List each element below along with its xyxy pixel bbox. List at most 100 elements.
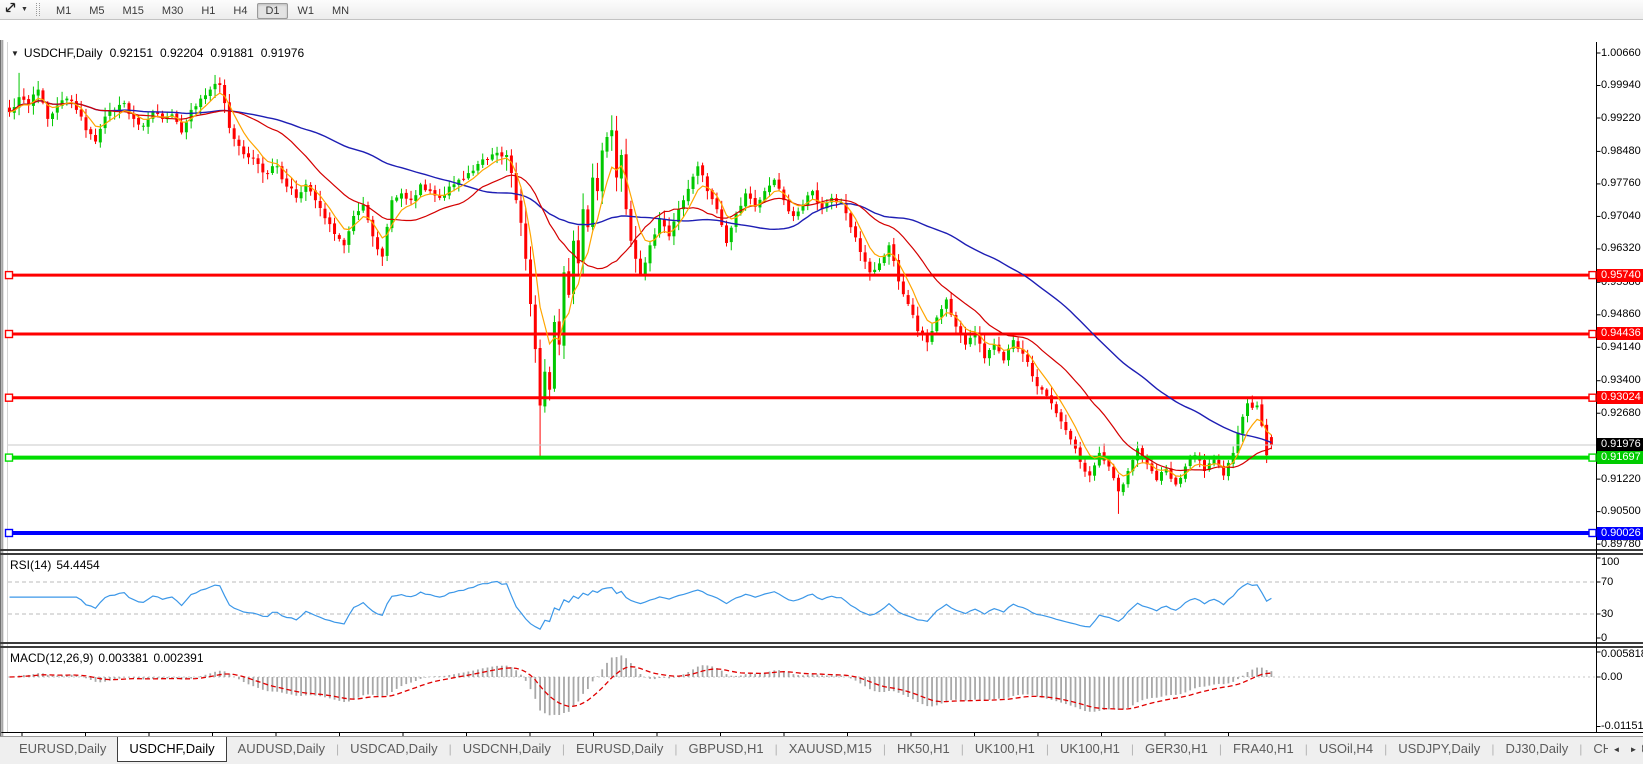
timeframe-button-h4[interactable]: H4 [233,4,248,17]
line-handle[interactable] [1588,453,1597,462]
tab-separator: | [448,742,452,756]
tab-ger30-h1[interactable]: GER30,H1 [1145,741,1208,756]
price-axis-label: 0.89780 [1601,537,1641,550]
price-tag: 0.95740 [1597,268,1643,282]
line-handle[interactable] [1588,329,1597,339]
timeframe-button-mn[interactable]: MN [332,4,350,17]
price-axis-label: 1.00660 [1601,46,1641,59]
tab-uk100-h1[interactable]: UK100,H1 [1059,741,1120,756]
line-handle[interactable] [1588,270,1597,280]
price-axis-label: 0.91220 [1601,472,1641,485]
macd-signal-value: 0.002391 [153,651,204,665]
price-axis-label: 0.99220 [1601,111,1641,124]
tab-separator: | [882,742,886,756]
chart-title: ▼ USDCHF,Daily 0.92151 0.92204 0.91881 0.9197… [11,46,311,60]
tab-fra40-h1[interactable]: FRA40,H1 [1233,741,1294,756]
rsi-axis-label: 0 [1601,632,1608,644]
tab-eurusd-daily[interactable]: EURUSD,Daily [575,741,664,756]
rsi-indicator-label: RSI(14) 54.4454 [10,558,105,572]
tab-eurusd-daily[interactable]: EURUSD,Daily [19,741,107,756]
ohlc-low: 0.91881 [210,46,254,60]
price-axis-label: 0.99940 [1601,79,1641,91]
price-axis-label: 0.97760 [1601,177,1641,190]
chart-title-caret-icon[interactable]: ▼ [11,49,19,58]
timeframe-button-m15[interactable]: M15 [122,4,144,17]
timeframe-button-m1[interactable]: M1 [55,4,72,17]
macd-axis-label: -0.011514 [1601,720,1643,732]
line-handle[interactable] [4,393,14,402]
tab-gbpusd-h1[interactable]: GBPUSD,H1 [688,741,764,756]
timeframe-button-m30[interactable]: M30 [161,4,184,17]
chart-symbol-label: USDCHF,Daily [23,46,103,60]
timeframe-button-h1[interactable]: H1 [201,4,216,17]
tab-usdcnh-daily[interactable]: USDCNH,Daily [462,741,551,756]
candles [8,72,1273,514]
tab-separator: | [960,742,964,756]
timeframe-button-d1[interactable]: D1 [257,2,288,19]
tab-audusd-daily[interactable]: AUDUSD,Daily [237,741,326,756]
tab-scroll-left-button[interactable]: ◄ [1612,744,1621,754]
line-handle[interactable] [4,528,14,538]
macd-main-value: 0.003381 [98,651,149,665]
rsi-name: RSI(14) [10,558,52,572]
line-handle[interactable] [4,453,14,462]
tab-xauusd-m15[interactable]: XAUUSD,M15 [788,741,872,756]
tab-usoil-h4[interactable]: USOil,H4 [1318,741,1374,756]
tab-scroll-buttons: ◄ ► [1608,737,1642,761]
line-handle[interactable] [4,270,14,280]
rsi-axis-label: 100 [1601,556,1620,568]
price-axis-label: 0.94860 [1601,308,1641,321]
tab-separator: | [1130,742,1135,756]
price-tag: 0.91976 [1597,438,1643,452]
tab-separator: | [1045,742,1049,756]
tab-separator: | [1304,742,1308,756]
price-tag: 0.90026 [1597,526,1643,540]
crosshair-cursor-icon [3,0,18,20]
ohlc-close: 0.91976 [260,46,305,60]
macd-name: MACD(12,26,9) [10,651,94,665]
tab-separator: | [674,742,678,756]
tab-separator: | [1384,742,1388,756]
tab-dj30-daily[interactable]: DJ30,Daily [1505,741,1569,756]
price-tag: 0.94436 [1597,327,1643,341]
tab-usdcad-daily[interactable]: USDCAD,Daily [350,741,438,756]
price-axis-label: 0.92680 [1601,406,1641,419]
tab-separator: | [1218,742,1223,756]
line-handle[interactable] [1588,393,1597,402]
price-axis-label: 0.90500 [1601,505,1641,518]
price-axis-label: 0.98480 [1601,144,1641,157]
line-handle[interactable] [1588,528,1597,538]
crosshair-cursor-button[interactable]: ▼ [0,0,30,20]
macd-indicator-label: MACD(12,26,9) 0.003381 0.002391 [10,651,209,665]
line-handle[interactable] [4,329,14,339]
macd-axis-label: 0.00 [1601,671,1623,683]
rsi-axis-label: 70 [1601,576,1614,588]
tab-usdchf-daily[interactable]: USDCHF,Daily [117,737,227,762]
chart-window: ▼ USDCHF,Daily 0.92151 0.92204 0.91881 0.9197… [0,20,1643,756]
tab-uk100-h1[interactable]: UK100,H1 [974,741,1035,756]
tab-separator: | [1491,742,1495,756]
ohlc-open: 0.92151 [109,46,153,60]
tab-separator: | [1579,742,1583,756]
chart-plot-area[interactable] [0,20,1643,784]
rsi-axis-label: 30 [1601,608,1614,620]
ohlc-high: 0.92204 [160,46,204,60]
timeframe-button-m5[interactable]: M5 [89,4,105,17]
tab-usdjpy-daily[interactable]: USDJPY,Daily [1398,741,1481,756]
timeframe-button-w1[interactable]: W1 [297,4,315,17]
price-axis-label: 0.93400 [1601,374,1641,387]
tab-separator: | [561,742,565,756]
chart-toolbar: ▼ M1 M5 M15 M30 H1 H4 D1 W1 MN [0,0,1643,20]
tab-scroll-right-button[interactable]: ► [1629,744,1638,754]
macd-axis-label: 0.005818 [1601,648,1643,660]
price-tag: 0.93024 [1597,391,1643,405]
tab-separator: | [774,742,778,756]
timeframe-button-group: M1 M5 M15 M30 H1 H4 D1 W1 MN [47,1,358,19]
price-axis-label: 0.96320 [1601,242,1641,255]
price-axis-label: 0.97040 [1601,209,1641,222]
tab-hk50-h1[interactable]: HK50,H1 [896,741,950,756]
rsi-value: 54.4454 [56,558,100,572]
tab-separator: | [336,742,340,756]
dropdown-caret-icon[interactable]: ▼ [21,6,28,13]
price-axis-label: 0.94140 [1601,340,1641,353]
